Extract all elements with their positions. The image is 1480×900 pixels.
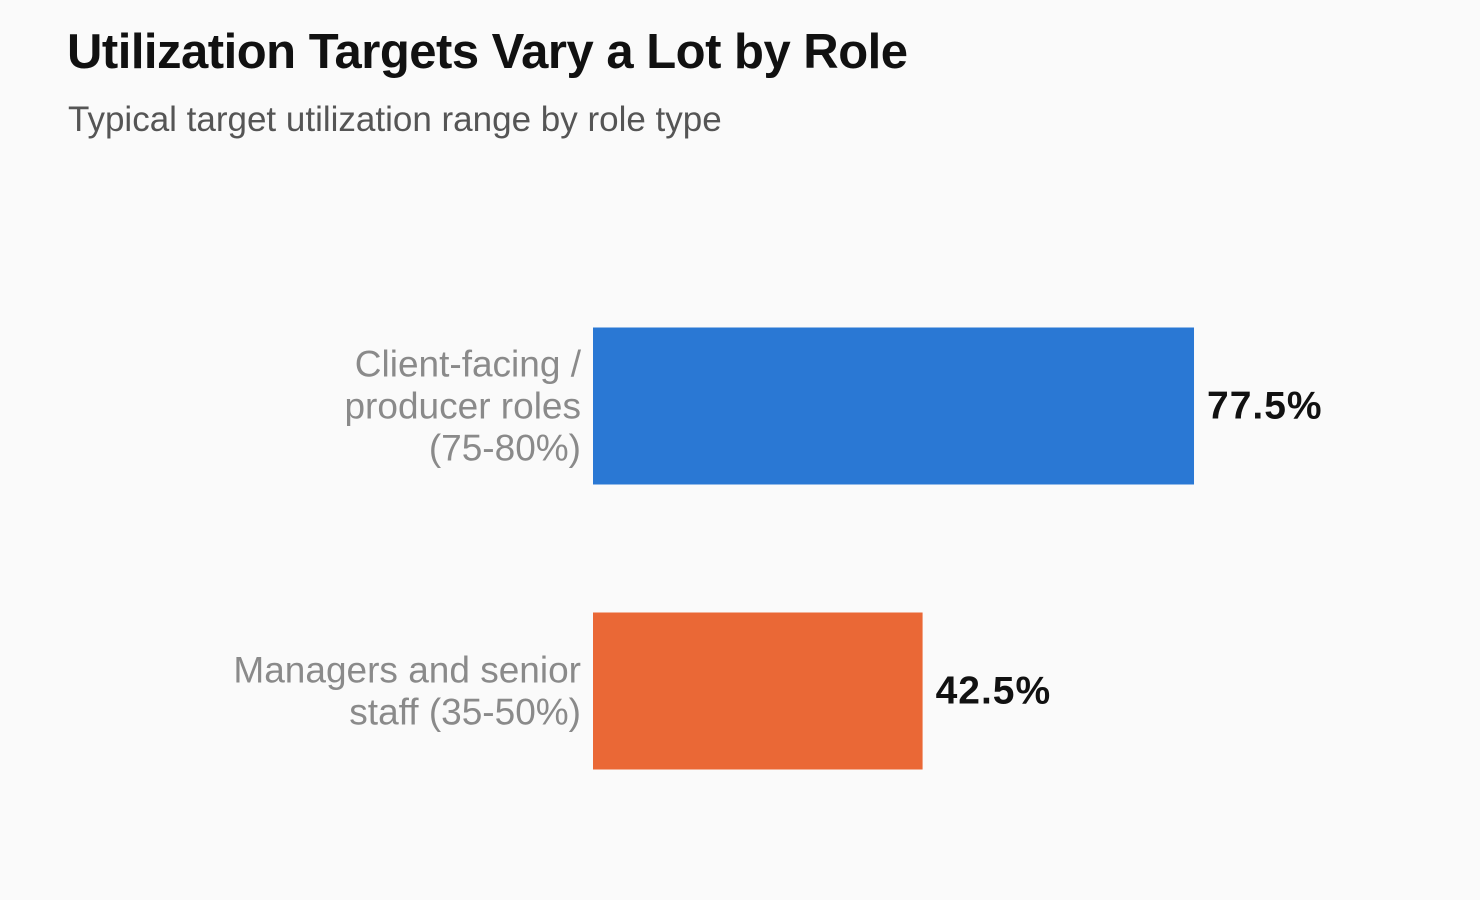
category-label-line: Client-facing /	[355, 344, 582, 385]
category-label-line: staff (35-50%)	[349, 692, 581, 733]
category-label-1: Client-facing / producer roles (75-80%)	[344, 344, 581, 469]
chart-title: Utilization Targets Vary a Lot by Role	[67, 25, 908, 79]
chart-subtitle: Typical target utilization range by role…	[68, 100, 722, 139]
value-label-1: 77.5%	[1207, 385, 1323, 428]
category-label-2: Managers and senior staff (35-50%)	[233, 650, 581, 733]
category-label-line: producer roles	[344, 386, 581, 427]
value-label-2: 42.5%	[936, 670, 1052, 713]
bar-2	[593, 612, 923, 770]
bar-1	[593, 327, 1195, 485]
category-label-line: Managers and senior	[233, 650, 581, 691]
category-label-line: (75-80%)	[429, 428, 581, 469]
